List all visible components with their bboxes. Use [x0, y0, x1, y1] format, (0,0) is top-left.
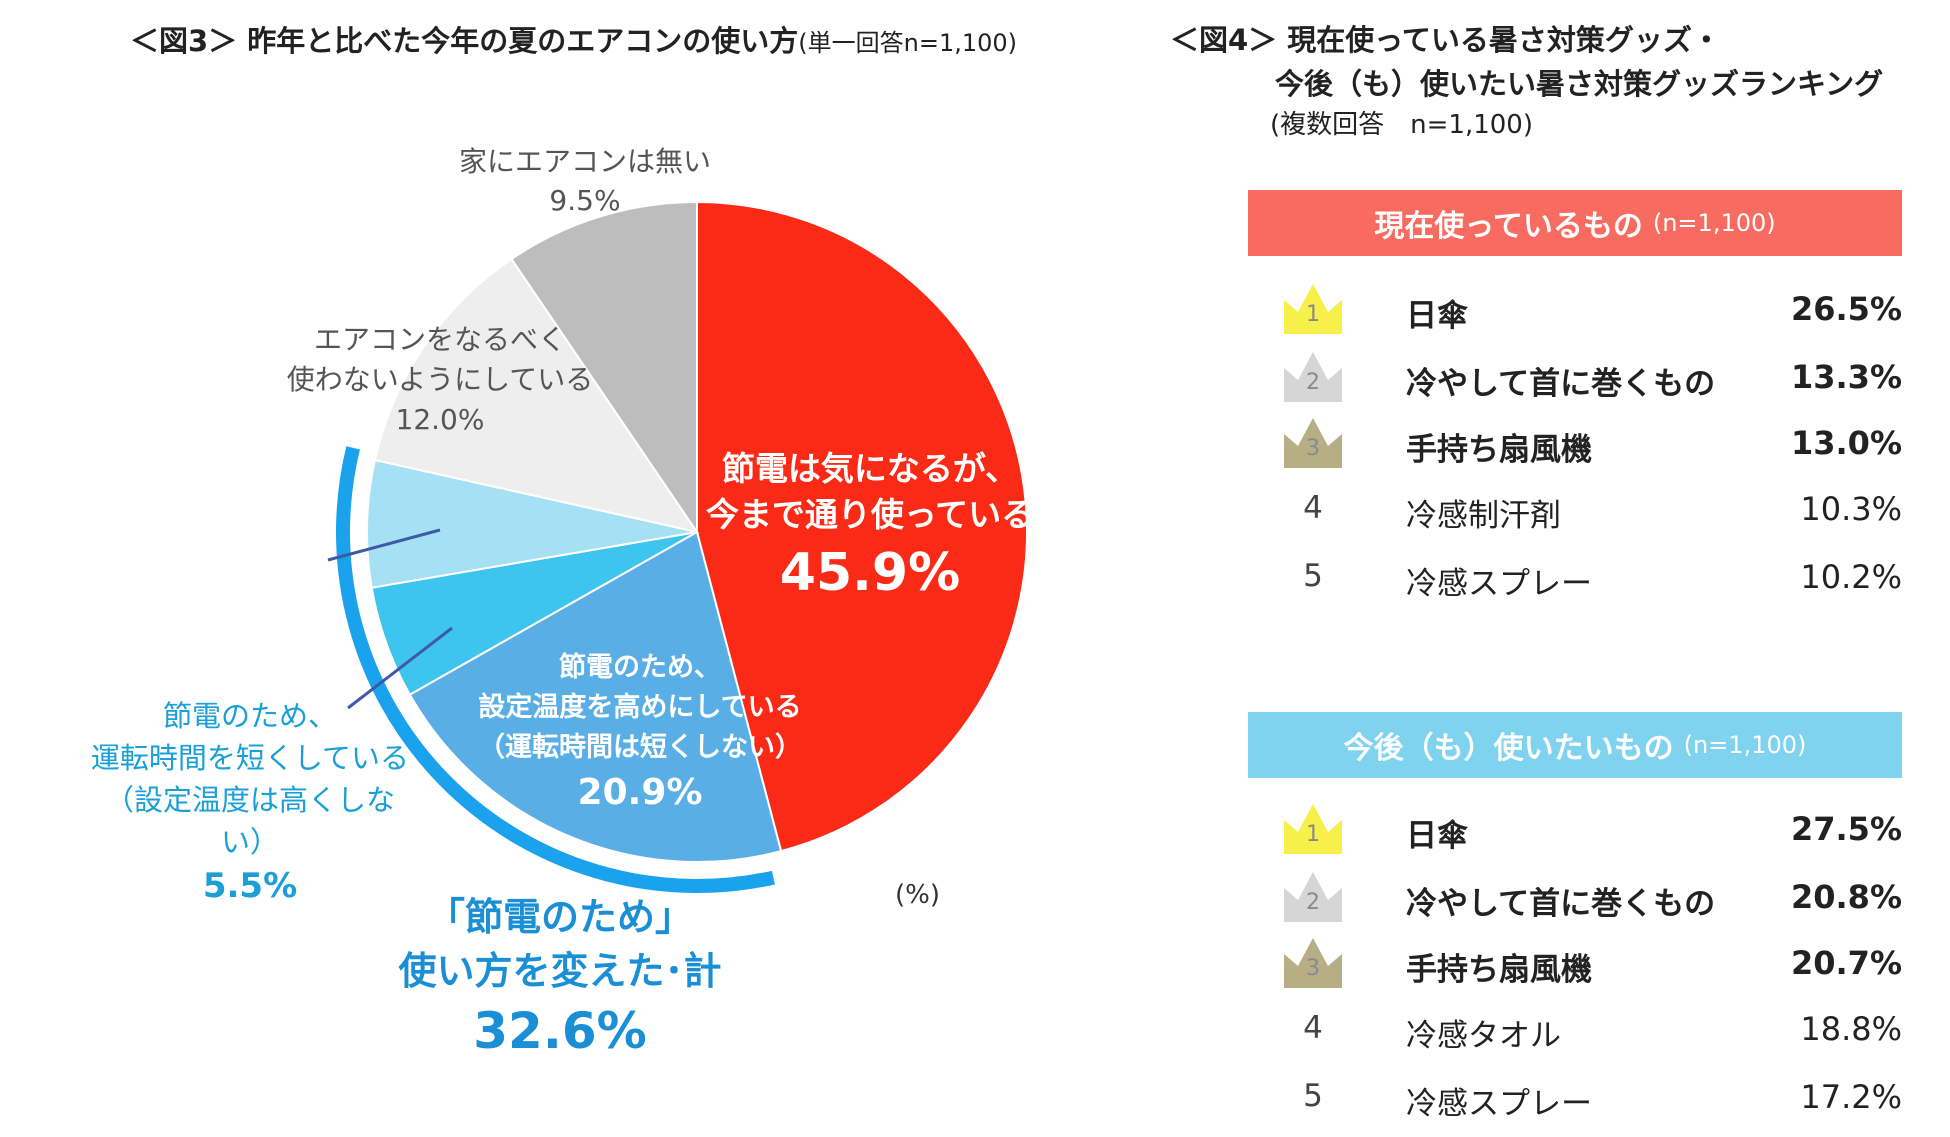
- future-rank-row: 1 日傘 27.5%: [1248, 802, 1902, 862]
- fig4-title: ＜図4＞ 現在使っている暑さ対策グッズ・ 今後（も）使いたい暑さ対策グッズランキ…: [1170, 18, 1883, 106]
- leader-line-unused: [327, 528, 441, 562]
- label-as-usual-line1: 節電は気になるが、: [721, 449, 1019, 488]
- fig4-title-line1: ＜図4＞ 現在使っている暑さ対策グッズ・: [1170, 23, 1721, 57]
- current-header-band: 現在使っているもの (n=1,100): [1248, 190, 1902, 256]
- future-rank-row: 3 手持ち扇風機 20.7%: [1248, 936, 1902, 996]
- rank-value: 13.3%: [1790, 358, 1902, 396]
- crown-icon: [1284, 872, 1342, 922]
- savings-total-label: 「節電のため」 使い方を変えた･計 32.6%: [350, 890, 770, 1064]
- label-avoid-use-line1: エアコンをなるべく: [313, 323, 566, 356]
- rank-item: 手持ち扇風機: [1406, 432, 1592, 468]
- fig3-title: ＜図3＞ 昨年と比べた今年の夏のエアコンの使い方(単一回答n=1,100): [130, 18, 1017, 60]
- rank-number: 5: [1303, 1078, 1323, 1114]
- current-rank-row: 2 冷やして首に巻くもの 13.3%: [1248, 350, 1902, 410]
- fig3-subtitle: (単一回答n=1,100): [798, 29, 1018, 57]
- rank-item: 冷感制汗剤: [1406, 498, 1561, 534]
- savings-total-value: 32.6%: [473, 1002, 647, 1060]
- rank-number: 1: [1306, 302, 1320, 327]
- rank-value: 10.2%: [1800, 558, 1902, 596]
- future-rank-row: 5 冷感スプレー 17.2%: [1248, 1070, 1902, 1130]
- unit-label: (%): [895, 880, 940, 910]
- fig4-title-line2: 今後（も）使いたい暑さ対策グッズランキング: [1275, 67, 1884, 101]
- label-avoid-use-line2: 使わないようにしている: [286, 362, 594, 396]
- label-short-hours-value: 5.5%: [202, 866, 298, 906]
- label-short-hours-line3: （設定温度は高くしない）: [104, 783, 395, 859]
- fig3-title-text: ＜図3＞ 昨年と比べた今年の夏のエアコンの使い方: [130, 24, 799, 58]
- label-higher-temp-line2: 設定温度を高めにしている: [478, 692, 802, 723]
- label-short-hours: 節電のため、 運転時間を短くしている （設定温度は高くしない） 5.5%: [85, 695, 415, 909]
- slice-as-usual: [696, 200, 1028, 853]
- crown-icon: [1284, 804, 1342, 854]
- rank-value: 18.8%: [1800, 1010, 1902, 1048]
- crown-icon: [1284, 352, 1342, 402]
- future-header-n: (n=1,100): [1683, 731, 1807, 759]
- rank-value: 13.0%: [1790, 424, 1902, 462]
- label-higher-temp-line3: （運転時間は短くしない）: [478, 732, 802, 763]
- rank-value: 26.5%: [1790, 290, 1902, 328]
- current-rank-row: 3 手持ち扇風機 13.0%: [1248, 416, 1902, 476]
- rank-value: 20.7%: [1790, 944, 1902, 982]
- label-avoid-use-value: 12.0%: [395, 402, 485, 436]
- current-rank-row: 4 冷感制汗剤 10.3%: [1248, 482, 1902, 542]
- rank-value: 17.2%: [1800, 1078, 1902, 1116]
- label-higher-temp: 節電のため、 設定温度を高めにしている （運転時間は短くしない） 20.9%: [450, 648, 830, 818]
- rank-item: 手持ち扇風機: [1406, 952, 1592, 988]
- rank-item: 日傘: [1406, 298, 1468, 334]
- current-header-n: (n=1,100): [1652, 209, 1776, 237]
- slice-higher-temp: [408, 530, 783, 863]
- rank-value: 20.8%: [1790, 878, 1902, 916]
- rank-item: 冷感スプレー: [1406, 566, 1592, 602]
- rank-value: 10.3%: [1800, 490, 1902, 528]
- future-header-text: 今後（も）使いたいもの: [1343, 731, 1674, 766]
- rank-number: 3: [1306, 956, 1320, 981]
- label-as-usual-value: 45.9%: [779, 543, 961, 603]
- rank-number: 4: [1303, 1010, 1323, 1046]
- savings-total-line2: 使い方を変えた･計: [398, 949, 722, 993]
- crown-icon: [1284, 418, 1342, 468]
- rank-number: 2: [1306, 890, 1320, 915]
- current-rank-row: 5 冷感スプレー 10.2%: [1248, 550, 1902, 610]
- crown-icon: [1284, 938, 1342, 988]
- label-no-aircon-text: 家にエアコンは無い: [458, 145, 711, 178]
- rank-number: 4: [1303, 490, 1323, 526]
- rank-item: 日傘: [1406, 818, 1468, 854]
- label-no-aircon-value: 9.5%: [549, 184, 621, 218]
- current-rank-row: 1 日傘 26.5%: [1248, 282, 1902, 342]
- rank-number: 2: [1306, 370, 1320, 395]
- rank-item: 冷感スプレー: [1406, 1086, 1592, 1122]
- label-avoid-use: エアコンをなるべく 使わないようにしている 12.0%: [270, 320, 610, 439]
- rank-number: 1: [1306, 822, 1320, 847]
- label-short-hours-line2: 運転時間を短くしている: [90, 741, 410, 775]
- slice-no-aircon: [510, 200, 698, 536]
- crown-icon: [1284, 284, 1342, 334]
- savings-total-line1: 「節電のため」: [426, 895, 693, 939]
- rank-item: 冷やして首に巻くもの: [1406, 886, 1716, 922]
- rank-number: 3: [1306, 436, 1320, 461]
- future-rank-row: 4 冷感タオル 18.8%: [1248, 1002, 1902, 1062]
- rank-item: 冷感タオル: [1406, 1018, 1561, 1054]
- leader-line-short-hours: [347, 626, 453, 710]
- label-short-hours-line1: 節電のため、: [162, 699, 337, 733]
- rank-number: 5: [1303, 558, 1323, 594]
- future-rank-row: 2 冷やして首に巻くもの 20.8%: [1248, 870, 1902, 930]
- current-header-text: 現在使っているもの: [1374, 209, 1643, 244]
- label-as-usual-line2: 今まで通り使っている: [705, 495, 1035, 534]
- slice-unused-sliver: [366, 458, 698, 589]
- label-higher-temp-value: 20.9%: [577, 772, 703, 813]
- slice-avoid-use: [373, 257, 700, 534]
- rank-value: 27.5%: [1790, 810, 1902, 848]
- label-no-aircon: 家にエアコンは無い 9.5%: [440, 142, 730, 220]
- rank-item: 冷やして首に巻くもの: [1406, 366, 1716, 402]
- fig4-subtitle: (複数回答 n=1,100): [1270, 110, 1533, 140]
- label-as-usual: 節電は気になるが、 今まで通り使っている 45.9%: [690, 446, 1050, 608]
- label-higher-temp-line1: 節電のため、: [559, 652, 721, 683]
- future-header-band: 今後（も）使いたいもの (n=1,100): [1248, 712, 1902, 778]
